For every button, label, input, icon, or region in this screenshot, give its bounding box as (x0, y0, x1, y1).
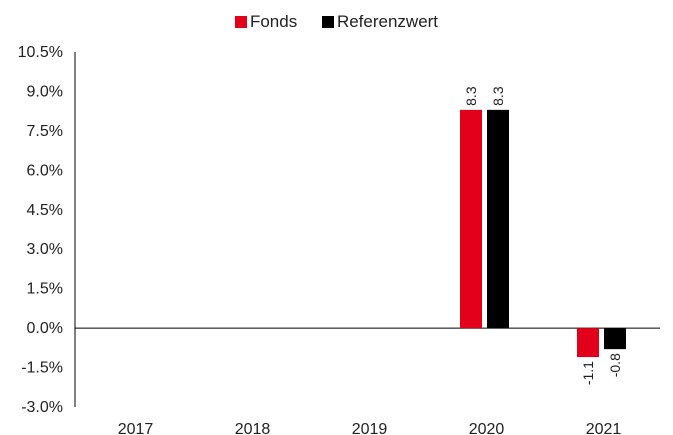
data-label: 8.3 (490, 86, 506, 106)
chart-legend: Fonds Referenzwert (0, 12, 673, 32)
bar-fonds-2020 (460, 109, 482, 329)
y-tick-label: 9.0% (27, 83, 63, 100)
y-tick-label: -3.0% (21, 399, 63, 416)
y-tick-label: 0.0% (27, 320, 63, 337)
y-tick-label: 7.5% (27, 123, 63, 140)
y-tick-label: 4.5% (27, 202, 63, 219)
bar-referenzwert-2021 (604, 328, 626, 350)
y-tick-label: 1.5% (27, 281, 63, 298)
y-tick-label: -1.5% (21, 360, 63, 377)
y-tick-label: 6.0% (27, 162, 63, 179)
y-tick-label: 10.5% (18, 44, 63, 61)
y-tick-label: 3.0% (27, 241, 63, 258)
legend-swatch-fonds (234, 16, 247, 28)
data-label: 8.3 (463, 86, 479, 106)
x-tick-label: 2018 (235, 421, 271, 435)
legend-item-referenzwert: Referenzwert (321, 12, 439, 32)
legend-label-fonds: Fonds (249, 12, 298, 31)
bar-fonds-2021 (577, 328, 599, 358)
x-tick-label: 2019 (352, 421, 388, 435)
legend-label-referenzwert: Referenzwert (336, 12, 439, 31)
data-label: -0.8 (607, 353, 623, 377)
data-label: -1.1 (580, 361, 596, 385)
legend-swatch-referenzwert (321, 16, 334, 28)
legend-item-fonds: Fonds (234, 12, 298, 32)
x-tick-label: 2020 (469, 421, 505, 435)
x-tick-label: 2017 (118, 421, 154, 435)
x-tick-label: 2021 (586, 421, 622, 435)
bar-referenzwert-2020 (487, 109, 509, 329)
